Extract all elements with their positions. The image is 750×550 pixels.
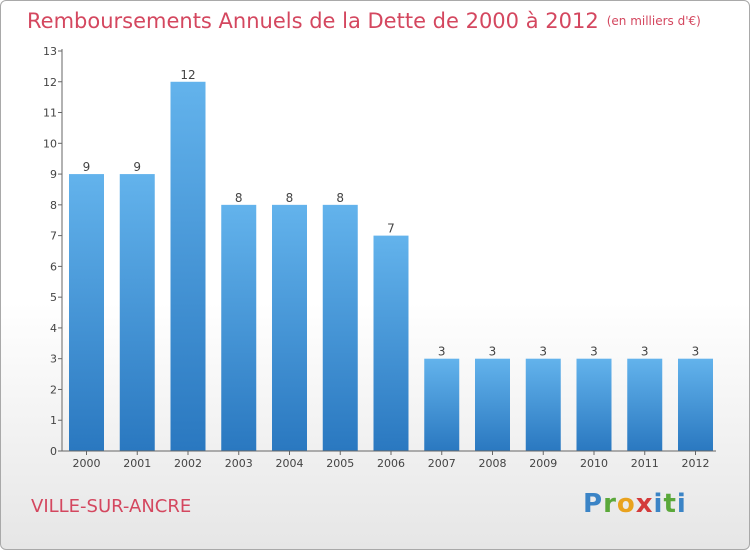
x-tick-label: 2005	[326, 457, 354, 470]
y-tick-label: 12	[43, 76, 57, 89]
y-tick-label: 2	[50, 383, 57, 396]
bar	[272, 204, 307, 451]
y-tick-label: 10	[43, 137, 57, 150]
y-tick-label: 3	[50, 353, 57, 366]
bar	[221, 204, 257, 451]
x-tick-label: 2004	[276, 457, 304, 470]
y-tick-label: 8	[50, 199, 57, 212]
x-tick-label: 2009	[529, 457, 557, 470]
x-tick-label: 2006	[377, 457, 405, 470]
y-tick-label: 5	[50, 291, 57, 304]
chart-title: Remboursements Annuels de la Dette de 20…	[27, 9, 701, 33]
data-label: 8	[235, 191, 243, 205]
x-tick-label: 2007	[428, 457, 456, 470]
bar	[576, 358, 612, 451]
y-tick-label: 9	[50, 168, 57, 181]
town-name: VILLE-SUR-ANCRE	[31, 496, 192, 517]
x-tick-label: 2010	[580, 457, 608, 470]
y-tick-label: 7	[50, 230, 57, 243]
bar	[475, 358, 510, 451]
bar	[119, 174, 155, 452]
bar	[69, 174, 104, 452]
bar	[424, 358, 460, 451]
x-tick-label: 2001	[123, 457, 151, 470]
data-label: 3	[590, 345, 598, 359]
x-axis: 2000 2001 2002 2003 2004 2005 2006 2007 2008 2009…	[62, 450, 716, 470]
data-label: 9	[83, 160, 91, 174]
chart-title-text: Remboursements Annuels de la Dette de 20…	[27, 9, 599, 33]
y-tick-label: 11	[43, 107, 57, 120]
x-tick-label: 2011	[631, 457, 659, 470]
bars: 9 9 12 8 8 8 7 3 3 3 3 3 3	[69, 68, 713, 452]
data-label: 3	[489, 345, 497, 359]
x-tick-label: 2000	[73, 457, 101, 470]
bar	[627, 358, 663, 451]
y-tick-label: 1	[50, 414, 57, 427]
x-tick-label: 2003	[225, 457, 253, 470]
x-tick-label: 2012	[682, 457, 710, 470]
data-label: 3	[539, 345, 547, 359]
data-label: 8	[286, 191, 294, 205]
y-tick-label: 4	[50, 322, 57, 335]
bar	[373, 235, 409, 451]
data-label: 9	[133, 160, 141, 174]
data-label: 12	[180, 68, 195, 82]
data-label: 8	[336, 191, 344, 205]
y-tick-label: 0	[50, 445, 57, 458]
y-tick-label: 6	[50, 260, 57, 273]
data-label: 3	[438, 345, 446, 359]
x-tick-label: 2002	[174, 457, 202, 470]
bar	[678, 358, 713, 451]
bar	[525, 358, 561, 451]
bar	[322, 204, 358, 451]
data-label: 7	[387, 222, 395, 236]
data-label: 3	[692, 345, 700, 359]
proxiti-logo[interactable]: Proxiti	[583, 489, 687, 519]
bar	[170, 81, 206, 452]
y-tick-label: 13	[43, 45, 57, 58]
data-label: 3	[641, 345, 649, 359]
x-tick-label: 2008	[479, 457, 507, 470]
chart-unit: (en milliers d'€)	[606, 14, 701, 28]
